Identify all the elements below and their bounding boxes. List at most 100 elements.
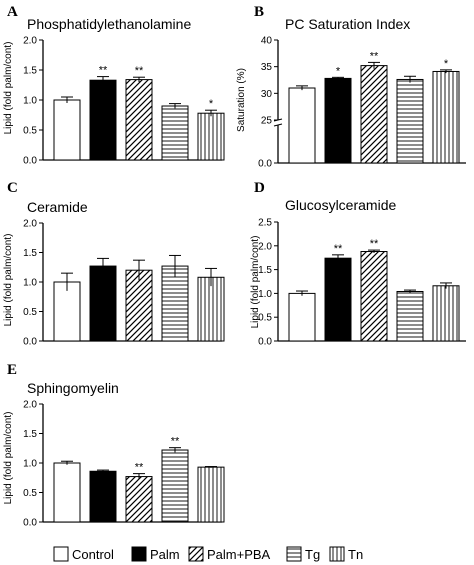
y-axis-label: Lipid (fold palm/cont): [3, 42, 14, 135]
significance-marker: **: [334, 243, 343, 255]
y-tick-label: 2.0: [258, 241, 272, 252]
bar-palm: [324, 257, 352, 342]
panel-letter: E: [7, 362, 17, 378]
panel-e: E Sphingomyelin Lipid (fold palm/cont) 0…: [3, 362, 225, 529]
y-tick-label: 40: [261, 36, 273, 47]
y-axis-label: Saturation (%): [236, 68, 247, 132]
bar-tn: [197, 466, 225, 523]
y-tick-label: 1.5: [258, 265, 272, 276]
panel-a: A Phosphatidylethanolamine Lipid (fold p…: [3, 4, 225, 167]
axis-break-mark: [273, 118, 283, 122]
bar-tn: [197, 112, 225, 161]
y-axis-label: Lipid (fold palm/cont): [3, 234, 14, 327]
axis-break-mark: [273, 123, 283, 127]
y-tick-label: 30: [261, 89, 273, 100]
y-tick-label: 2.0: [23, 36, 37, 47]
significance-marker: *: [209, 98, 214, 110]
significance-marker: *: [336, 65, 341, 77]
y-tick-label: 1.0: [23, 96, 37, 107]
legend-item-palm: Palm: [131, 546, 180, 562]
y-tick-label: 1.0: [258, 289, 272, 300]
legend-label: Control: [72, 547, 114, 562]
y-tick-label: 2.5: [258, 218, 272, 229]
bar-palm-pba: [125, 79, 153, 161]
bar-control: [53, 99, 81, 161]
y-tick-label: 1.5: [23, 429, 37, 440]
y-tick-label: 35: [261, 62, 273, 73]
legend-swatch: [53, 546, 69, 562]
y-tick-label: 1.0: [23, 278, 37, 289]
legend-item-tn: Tn: [329, 546, 363, 562]
significance-marker: **: [99, 65, 108, 77]
bar-control: [53, 462, 81, 523]
bar-tn: [197, 276, 225, 342]
legend-label: Tn: [348, 547, 363, 562]
bar-tg: [161, 105, 189, 161]
bar-tg: [396, 78, 424, 164]
legend-label: Tg: [305, 547, 320, 562]
bar-tg: [396, 290, 424, 342]
panel-title: Sphingomyelin: [27, 380, 119, 396]
bar-palm: [89, 470, 117, 523]
panel-letter: A: [7, 4, 18, 20]
legend-swatch: [286, 546, 302, 562]
y-axis-label: Lipid (fold palm/cont): [250, 236, 261, 329]
y-tick-label: 0.5: [23, 488, 37, 499]
legend-item-control: Control: [53, 546, 114, 562]
legend-swatch: [131, 546, 147, 562]
panel-title: PC Saturation Index: [285, 16, 410, 32]
bar-tn: [432, 70, 460, 164]
y-tick-label: 0.5: [23, 126, 37, 137]
panel-letter: D: [254, 180, 265, 196]
y-tick-label: 0.5: [258, 313, 272, 324]
bar-tg: [161, 265, 189, 342]
bar-palm: [89, 79, 117, 161]
bar-control: [288, 292, 316, 342]
significance-marker: **: [135, 65, 144, 77]
significance-marker: **: [171, 436, 180, 448]
significance-marker: **: [370, 50, 379, 62]
bar-control: [288, 87, 316, 164]
y-tick-label: 0.0: [258, 337, 272, 348]
y-tick-label: 0.0: [23, 518, 37, 529]
bar-palm: [89, 265, 117, 342]
bar-control: [53, 281, 81, 342]
panel-b: B PC Saturation Index Saturation (%) 0.0…: [236, 4, 466, 170]
legend-swatch: [188, 546, 204, 562]
significance-marker: *: [444, 58, 449, 70]
legend-swatch: [329, 546, 345, 562]
panel-d: D Glucosylceramide Lipid (fold palm/cont…: [250, 180, 466, 348]
legend-item-palm-pba: Palm+PBA: [188, 546, 271, 562]
y-tick-label: 1.0: [23, 459, 37, 470]
y-tick-label: 0.0: [23, 156, 37, 167]
bar-tn: [432, 285, 460, 342]
significance-marker: **: [135, 462, 144, 474]
y-tick-label: 0.5: [23, 307, 37, 318]
y-tick-label: 0.0: [258, 159, 272, 170]
significance-marker: **: [370, 238, 379, 250]
panel-title: Glucosylceramide: [285, 197, 396, 213]
legend-label: Palm: [150, 547, 180, 562]
y-tick-label: 2.0: [23, 400, 37, 411]
panel-letter: C: [7, 180, 18, 196]
bar-palm: [324, 77, 352, 164]
bar-palm-pba: [360, 251, 388, 342]
legend: Control Palm Palm+PBA Tg Tn: [53, 546, 363, 562]
panel-letter: B: [254, 4, 264, 20]
y-tick-label: 1.5: [23, 66, 37, 77]
bar-palm-pba: [360, 65, 388, 164]
bar-palm-pba: [125, 269, 153, 342]
panel-title: Ceramide: [27, 199, 88, 215]
panel-c: C Ceramide Lipid (fold palm/cont) 0.0 0.5…: [3, 180, 225, 348]
y-tick-label: 2.0: [23, 219, 37, 230]
bar-palm-pba: [125, 476, 153, 523]
y-tick-label: 0.0: [23, 337, 37, 348]
legend-item-tg: Tg: [286, 546, 320, 562]
panel-title: Phosphatidylethanolamine: [27, 16, 191, 32]
y-tick-label: 25: [261, 116, 273, 127]
legend-label: Palm+PBA: [207, 547, 271, 562]
bar-tg: [161, 449, 189, 523]
y-tick-label: 1.5: [23, 248, 37, 259]
y-axis-label: Lipid (fold palm/cont): [3, 412, 14, 505]
